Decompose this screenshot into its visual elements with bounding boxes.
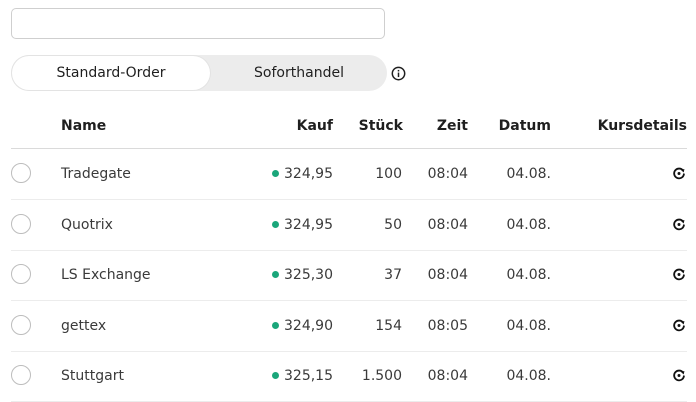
price-indicator-dot bbox=[272, 271, 279, 278]
header-divider bbox=[11, 148, 687, 149]
column-header-stueck[interactable]: Stück bbox=[358, 118, 403, 134]
zeit-value: 08:04 bbox=[427, 368, 468, 384]
exchange-name: Quotrix bbox=[61, 216, 113, 233]
datum-value: 04.08. bbox=[506, 368, 551, 384]
column-header-name: Name bbox=[61, 118, 107, 134]
exchange-name: Stuttgart bbox=[61, 368, 124, 384]
refresh-icon[interactable] bbox=[672, 166, 686, 180]
column-header-kauf[interactable]: Kauf bbox=[296, 118, 333, 134]
tab-soforthandel[interactable]: Soforthandel bbox=[254, 65, 344, 81]
row-divider bbox=[11, 300, 687, 301]
column-header-kursdetails: Kursdetails bbox=[597, 118, 687, 134]
kauf-price: 324,90 bbox=[284, 317, 333, 334]
row-select-radio[interactable] bbox=[11, 213, 31, 234]
zeit-value: 08:04 bbox=[427, 267, 468, 283]
order-type-toggle[interactable]: Standard-Order Soforthandel bbox=[11, 55, 387, 91]
exchange-name: gettex bbox=[61, 317, 107, 334]
price-indicator-dot bbox=[272, 170, 279, 177]
search-input[interactable] bbox=[11, 8, 385, 39]
datum-value: 04.08. bbox=[506, 317, 551, 334]
stueck-value: 50 bbox=[384, 216, 402, 233]
refresh-icon[interactable] bbox=[672, 368, 686, 382]
price-indicator-dot bbox=[272, 372, 279, 379]
row-select-radio[interactable] bbox=[11, 264, 31, 284]
datum-value: 04.08. bbox=[506, 216, 551, 233]
row-divider bbox=[11, 199, 687, 200]
datum-value: 04.08. bbox=[506, 166, 551, 182]
table-row[interactable]: Stuttgart 325,15 1.500 08:04 04.08. bbox=[11, 352, 687, 402]
column-header-datum[interactable]: Datum bbox=[498, 118, 551, 134]
exchange-name: Tradegate bbox=[61, 166, 131, 182]
column-header-zeit[interactable]: Zeit bbox=[436, 118, 468, 134]
refresh-icon[interactable] bbox=[672, 217, 686, 231]
refresh-icon[interactable] bbox=[672, 267, 686, 281]
price-indicator-dot bbox=[272, 220, 279, 228]
row-select-radio[interactable] bbox=[11, 365, 31, 385]
row-divider bbox=[11, 249, 687, 251]
zeit-value: 08:04 bbox=[427, 166, 468, 182]
row-select-radio[interactable] bbox=[11, 163, 31, 183]
zeit-value: 08:04 bbox=[427, 216, 468, 233]
stueck-value: 100 bbox=[375, 166, 402, 182]
zeit-value: 08:05 bbox=[427, 317, 468, 334]
table-row[interactable]: Quotrix 324,95 50 08:04 04.08. bbox=[11, 201, 687, 251]
stueck-value: 37 bbox=[384, 267, 402, 283]
exchange-name: LS Exchange bbox=[61, 267, 151, 283]
kauf-price: 324,95 bbox=[284, 166, 333, 182]
stueck-value: 154 bbox=[375, 317, 402, 334]
table-row[interactable]: Tradegate 324,95 100 08:04 04.08. bbox=[11, 150, 687, 200]
kauf-price: 325,15 bbox=[284, 368, 333, 384]
refresh-icon[interactable] bbox=[672, 318, 686, 332]
kauf-price: 324,95 bbox=[284, 216, 333, 233]
table-row[interactable]: gettex 324,90 154 08:05 04.08. bbox=[11, 302, 687, 352]
info-circle-icon[interactable] bbox=[391, 66, 406, 81]
row-divider bbox=[11, 350, 687, 352]
datum-value: 04.08. bbox=[506, 267, 551, 283]
stueck-value: 1.500 bbox=[361, 368, 402, 384]
tab-standard-order[interactable]: Standard-Order bbox=[12, 56, 210, 90]
price-indicator-dot bbox=[272, 321, 279, 329]
table-row[interactable]: LS Exchange 325,30 37 08:04 04.08. bbox=[11, 251, 687, 301]
kauf-price: 325,30 bbox=[284, 267, 333, 283]
row-select-radio[interactable] bbox=[11, 314, 31, 335]
